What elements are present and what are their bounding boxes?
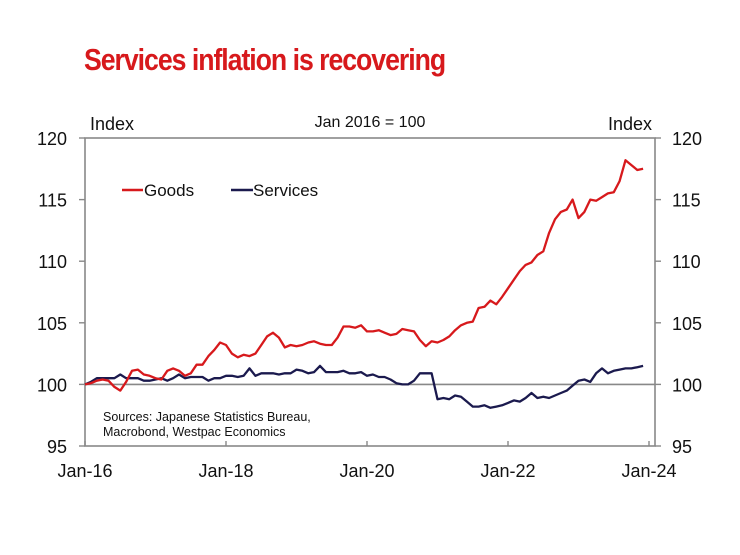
legend-label-services: Services bbox=[253, 181, 318, 200]
series-line-services bbox=[84, 364, 644, 409]
y-tick-label-left: 110 bbox=[38, 252, 67, 272]
y-tick-label-left: 120 bbox=[37, 129, 67, 149]
x-tick-label: Jan-22 bbox=[480, 461, 535, 481]
y-tick-label-right: 120 bbox=[672, 129, 702, 149]
y-tick-label-right: 95 bbox=[672, 437, 692, 457]
x-tick-label: Jan-20 bbox=[339, 461, 394, 481]
y-tick-label-right: 100 bbox=[672, 375, 702, 395]
legend-item-goods: Goods bbox=[122, 181, 194, 200]
source-line-2: Macrobond, Westpac Economics bbox=[103, 425, 286, 439]
y-tick-label-left: 115 bbox=[38, 191, 67, 211]
source-annotation: Sources: Japanese Statistics Bureau, Mac… bbox=[103, 410, 311, 439]
legend: Goods Services bbox=[122, 181, 318, 200]
y-tick-label-right: 105 bbox=[672, 314, 702, 334]
y-tick-label-left: 95 bbox=[47, 437, 67, 457]
chart-title: Services inflation is recovering bbox=[84, 42, 446, 77]
y-tick-label-left: 105 bbox=[37, 314, 67, 334]
axes bbox=[84, 137, 656, 447]
y-tick-label-left: 100 bbox=[37, 375, 67, 395]
chart-subtitle: Jan 2016 = 100 bbox=[315, 114, 426, 131]
y-tick-label-right: 115 bbox=[672, 191, 701, 211]
y-axis-label-right: Index bbox=[608, 114, 652, 134]
legend-item-services: Services bbox=[231, 181, 318, 200]
series-line-goods bbox=[84, 159, 644, 392]
x-tick-label: Jan-24 bbox=[621, 461, 676, 481]
source-line-1: Sources: Japanese Statistics Bureau, bbox=[103, 410, 311, 424]
y-axis-label-left: Index bbox=[90, 114, 134, 134]
x-tick-label: Jan-18 bbox=[198, 461, 253, 481]
legend-label-goods: Goods bbox=[144, 181, 194, 200]
x-tick-label: Jan-16 bbox=[57, 461, 112, 481]
y-tick-label-right: 110 bbox=[672, 252, 701, 272]
plot-frame bbox=[84, 137, 656, 447]
